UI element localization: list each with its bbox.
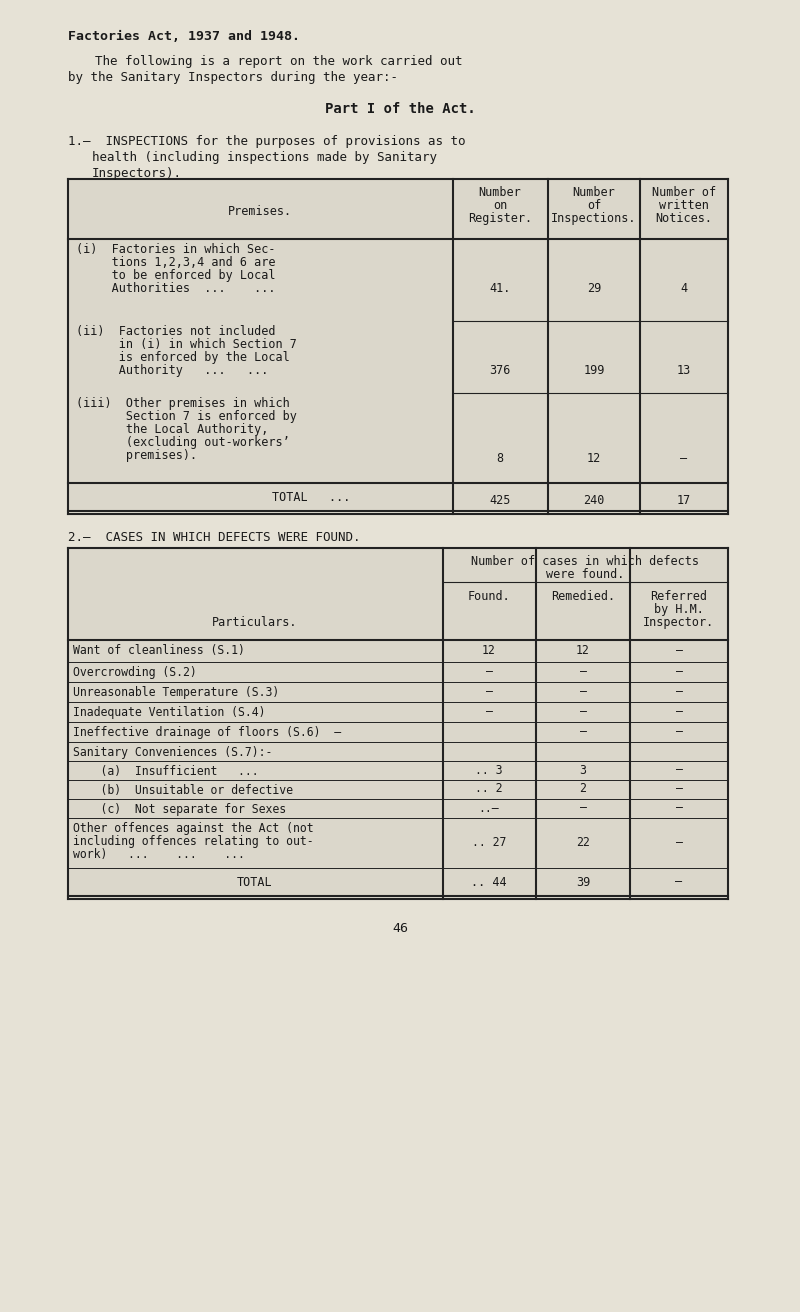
Text: Found.: Found.	[468, 590, 510, 604]
Text: —: —	[675, 644, 682, 657]
Text: Inspector.: Inspector.	[643, 617, 714, 628]
Text: by the Sanitary Inspectors during the year:-: by the Sanitary Inspectors during the ye…	[68, 71, 398, 84]
Text: 240: 240	[583, 495, 605, 508]
Text: —: —	[486, 685, 493, 698]
Text: —: —	[486, 665, 493, 678]
Bar	[68, 178, 728, 510]
Text: —: —	[675, 782, 682, 795]
Text: —: —	[675, 726, 682, 739]
Text: 376: 376	[490, 363, 510, 377]
Text: TOTAL   ...: TOTAL ...	[272, 491, 350, 504]
Text: .. 3: .. 3	[475, 764, 502, 777]
Text: —: —	[675, 764, 682, 777]
Text: to be enforced by Local: to be enforced by Local	[76, 269, 275, 282]
Text: written: written	[659, 199, 709, 213]
Text: —: —	[675, 875, 682, 888]
Text: Number: Number	[573, 186, 615, 199]
Text: Inspections.: Inspections.	[551, 213, 637, 224]
Text: .. 2: .. 2	[475, 782, 502, 795]
Text: 2: 2	[579, 782, 586, 795]
Text: —: —	[579, 726, 586, 739]
Text: Inspectors).: Inspectors).	[92, 167, 182, 180]
Bar	[68, 548, 728, 896]
Text: —: —	[579, 706, 586, 719]
Text: Ineffective drainage of floors (S.6)  —: Ineffective drainage of floors (S.6) —	[73, 726, 341, 739]
Text: 29: 29	[587, 282, 601, 295]
Text: (excluding out-workers’: (excluding out-workers’	[76, 436, 290, 449]
Text: (iii)  Other premises in which: (iii) Other premises in which	[76, 398, 290, 409]
Text: —: —	[579, 665, 586, 678]
Text: 46: 46	[392, 922, 408, 935]
Text: Premises.: Premises.	[228, 205, 292, 218]
Text: Number of: Number of	[652, 186, 716, 199]
Text: Factories Act, 1937 and 1948.: Factories Act, 1937 and 1948.	[68, 30, 300, 43]
Text: health (including inspections made by Sanitary: health (including inspections made by Sa…	[92, 151, 437, 164]
Text: —: —	[579, 685, 586, 698]
Text: .. 27: .. 27	[472, 837, 506, 849]
Text: (i)  Factories in which Sec-: (i) Factories in which Sec-	[76, 243, 275, 256]
Text: Notices.: Notices.	[655, 213, 713, 224]
Text: —: —	[579, 802, 586, 815]
Text: 12: 12	[482, 644, 496, 657]
Text: Overcrowding (S.2): Overcrowding (S.2)	[73, 666, 197, 680]
Text: 41.: 41.	[490, 282, 510, 295]
Text: —: —	[675, 837, 682, 849]
Text: work)   ...    ...    ...: work) ... ... ...	[73, 848, 245, 861]
Text: —: —	[675, 802, 682, 815]
Text: —: —	[675, 665, 682, 678]
Text: Register.: Register.	[468, 213, 532, 224]
Text: 199: 199	[583, 363, 605, 377]
Text: (ii)  Factories not included: (ii) Factories not included	[76, 325, 275, 338]
Text: were found.: were found.	[546, 568, 624, 581]
Text: Inadequate Ventilation (S.4): Inadequate Ventilation (S.4)	[73, 706, 266, 719]
Text: (b)  Unsuitable or defective: (b) Unsuitable or defective	[73, 785, 293, 796]
Text: premises).: premises).	[76, 449, 197, 462]
Text: Part I of the Act.: Part I of the Act.	[325, 102, 475, 115]
Text: 3: 3	[579, 764, 586, 777]
Text: in (i) in which Section 7: in (i) in which Section 7	[76, 338, 297, 352]
Text: 12: 12	[587, 453, 601, 464]
Text: tions 1,2,3,4 and 6 are: tions 1,2,3,4 and 6 are	[76, 256, 275, 269]
Text: ..—: ..—	[478, 802, 499, 815]
Text: .. 44: .. 44	[471, 875, 507, 888]
Text: 8: 8	[497, 453, 503, 464]
Text: The following is a report on the work carried out: The following is a report on the work ca…	[95, 55, 462, 68]
Text: Want of cleanliness (S.1): Want of cleanliness (S.1)	[73, 644, 245, 657]
Text: 425: 425	[490, 495, 510, 508]
Text: the Local Authority,: the Local Authority,	[76, 422, 268, 436]
Text: Remedied.: Remedied.	[551, 590, 615, 604]
Text: —: —	[486, 706, 493, 719]
Text: TOTAL: TOTAL	[237, 875, 273, 888]
Text: Unreasonable Temperature (S.3): Unreasonable Temperature (S.3)	[73, 686, 279, 699]
Text: Number: Number	[478, 186, 522, 199]
Text: 39: 39	[576, 875, 590, 888]
Text: —: —	[675, 685, 682, 698]
Text: 12: 12	[576, 644, 590, 657]
Text: 4: 4	[681, 282, 687, 295]
Text: 1.—  INSPECTIONS for the purposes of provisions as to: 1.— INSPECTIONS for the purposes of prov…	[68, 135, 466, 148]
Text: 13: 13	[677, 363, 691, 377]
Text: Authorities  ...    ...: Authorities ... ...	[76, 282, 275, 295]
Text: Other offences against the Act (not: Other offences against the Act (not	[73, 823, 314, 834]
Text: 17: 17	[677, 495, 691, 508]
Text: Sanitary Conveniences (S.7):-: Sanitary Conveniences (S.7):-	[73, 747, 272, 760]
Text: 22: 22	[576, 837, 590, 849]
Text: —: —	[675, 706, 682, 719]
Text: of: of	[587, 199, 601, 213]
Text: Authority   ...   ...: Authority ... ...	[76, 363, 268, 377]
Text: 2.—  CASES IN WHICH DEFECTS WERE FOUND.: 2.— CASES IN WHICH DEFECTS WERE FOUND.	[68, 531, 361, 544]
Text: including offences relating to out-: including offences relating to out-	[73, 834, 314, 848]
Text: is enforced by the Local: is enforced by the Local	[76, 352, 290, 363]
Text: Section 7 is enforced by: Section 7 is enforced by	[76, 409, 297, 422]
Text: by H.M.: by H.M.	[654, 604, 704, 617]
Text: Particulars.: Particulars.	[212, 617, 298, 628]
Text: (a)  Insufficient   ...: (a) Insufficient ...	[73, 765, 258, 778]
Text: on: on	[493, 199, 507, 213]
Text: Referred: Referred	[650, 590, 707, 604]
Text: —: —	[681, 453, 687, 464]
Text: (c)  Not separate for Sexes: (c) Not separate for Sexes	[73, 803, 286, 816]
Text: Number of cases in which defects: Number of cases in which defects	[471, 555, 699, 568]
